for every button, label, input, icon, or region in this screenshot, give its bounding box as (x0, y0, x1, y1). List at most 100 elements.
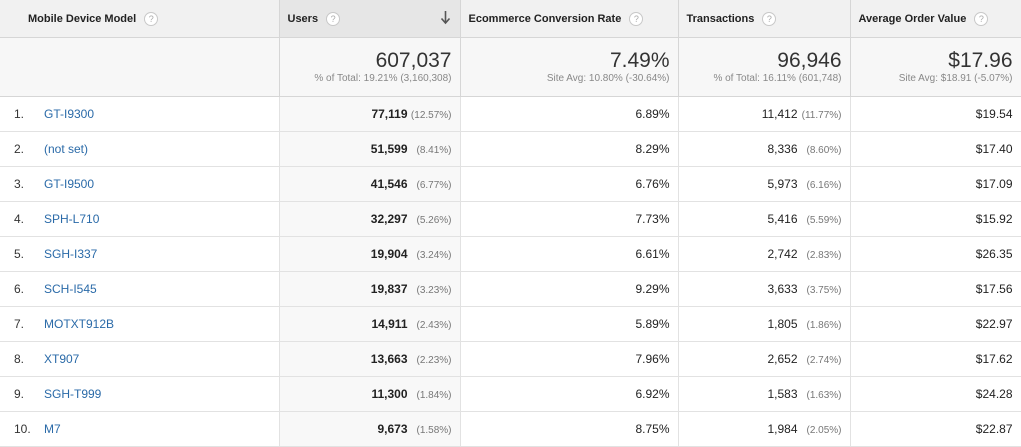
conversion-cell: 9.29% (460, 271, 679, 307)
dimension-cell: 6. SCH-I545 (0, 271, 280, 307)
transactions-percent: (1.86%) (806, 320, 842, 331)
row-index: 7. (14, 317, 25, 331)
help-icon[interactable]: ? (762, 11, 777, 26)
help-icon[interactable]: ? (144, 11, 159, 26)
conversion-value: 8.29% (635, 142, 670, 156)
device-model-link[interactable]: SCH-I545 (44, 282, 97, 296)
aov-cell: $24.28 (850, 376, 1021, 412)
column-header-label: Ecommerce Conversion Rate (468, 12, 622, 25)
aov-value: $17.62 (975, 352, 1013, 366)
aov-value: $15.92 (975, 212, 1013, 226)
help-icon[interactable]: ? (974, 11, 989, 26)
row-index: 9. (14, 387, 25, 401)
column-header-label: Mobile Device Model (28, 12, 137, 25)
conversion-value: 5.89% (635, 317, 670, 331)
dimension-cell: 2. (not set) (0, 131, 280, 167)
totals-aov-cell: $17.96 Site Avg: $18.91 (-5.07%) (850, 37, 1021, 97)
column-header-ecommerce-conversion-rate[interactable]: Ecommerce Conversion Rate? (460, 0, 679, 38)
aov-value: $24.28 (975, 387, 1013, 401)
device-model-link[interactable]: M7 (44, 422, 61, 436)
transactions-value: 5,416 (767, 212, 798, 226)
row-index: 2. (14, 142, 25, 156)
table-row: 2. (not set) 51,599 (8.41%) 8.29% 8,336 (8.60%… (0, 131, 1021, 167)
conversion-cell: 7.73% (460, 201, 679, 237)
transactions-cell: 8,336 (8.60%) (678, 131, 851, 167)
transactions-value: 1,805 (767, 317, 798, 331)
device-model-link[interactable]: SGH-T999 (44, 387, 102, 401)
totals-transactions-cell: 96,946 % of Total: 16.11% (601,748) (678, 37, 851, 97)
device-model-link[interactable]: GT-I9500 (44, 177, 95, 191)
arrow-down-icon[interactable] (440, 10, 451, 25)
dimension-cell: 8. XT907 (0, 341, 280, 377)
users-value: 9,673 (377, 422, 408, 436)
users-cell: 13,663 (2.23%) (279, 341, 461, 377)
device-model-link[interactable]: (not set) (44, 142, 89, 156)
aov-cell: $26.35 (850, 236, 1021, 272)
aov-value: $22.87 (975, 422, 1013, 436)
transactions-cell: 11,412 (11.77%) (678, 96, 851, 132)
users-value: 11,300 (371, 387, 408, 401)
transactions-cell: 5,416 (5.59%) (678, 201, 851, 237)
device-model-link[interactable]: MOTXT912B (44, 317, 115, 331)
device-model-link[interactable]: SGH-I337 (44, 247, 98, 261)
aov-cell: $17.40 (850, 131, 1021, 167)
conversion-value: 6.89% (635, 107, 670, 121)
table-row: 4. SPH-L710 32,297 (5.26%) 7.73% 5,416 (5.59%)… (0, 201, 1021, 237)
users-cell: 51,599 (8.41%) (279, 131, 461, 167)
users-percent: (2.43%) (416, 320, 452, 331)
aov-value: $17.09 (975, 177, 1013, 191)
device-model-link[interactable]: XT907 (44, 352, 80, 366)
table-row: 5. SGH-I337 19,904 (3.24%) 6.61% 2,742 (2.83%)… (0, 236, 1021, 272)
total-value: $17.96 (948, 49, 1013, 72)
users-value: 32,297 (370, 212, 408, 226)
column-header-average-order-value[interactable]: Average Order Value? (850, 0, 1021, 38)
users-cell: 14,911 (2.43%) (279, 306, 461, 342)
totals-row: 607,037 % of Total: 19.21% (3,160,308) 7… (0, 37, 1021, 97)
row-index: 1. (14, 107, 25, 121)
column-header-mobile-device-model[interactable]: Mobile Device Model? (0, 0, 280, 38)
help-icon[interactable]: ? (629, 11, 644, 26)
transactions-value: 8,336 (767, 142, 798, 156)
column-header-users[interactable]: Users? (279, 0, 461, 38)
users-percent: (1.58%) (416, 425, 452, 436)
aov-cell: $17.09 (850, 166, 1021, 202)
users-cell: 19,904 (3.24%) (279, 236, 461, 272)
users-percent: (12.57%) (410, 110, 452, 121)
aov-cell: $22.97 (850, 306, 1021, 342)
dimension-cell: 4. SPH-L710 (0, 201, 280, 237)
users-percent: (5.26%) (416, 215, 452, 226)
device-model-link[interactable]: SPH-L710 (44, 212, 100, 226)
conversion-cell: 8.75% (460, 411, 679, 447)
row-index: 4. (14, 212, 25, 226)
transactions-percent: (11.77%) (801, 110, 842, 121)
column-header-label: Average Order Value (858, 12, 967, 25)
transactions-cell: 2,652 (2.74%) (678, 341, 851, 377)
aov-value: $19.54 (975, 107, 1013, 121)
users-value: 19,904 (370, 247, 408, 261)
transactions-percent: (6.16%) (806, 180, 842, 191)
transactions-percent: (2.05%) (806, 425, 842, 436)
total-subtext: Site Avg: 10.80% (-30.64%) (546, 73, 670, 84)
aov-value: $26.35 (975, 247, 1013, 261)
dimension-cell: 7. MOTXT912B (0, 306, 280, 342)
transactions-cell: 5,973 (6.16%) (678, 166, 851, 202)
table-row: 9. SGH-T999 11,300 (1.84%) 6.92% 1,583 (1.63%)… (0, 376, 1021, 412)
transactions-percent: (5.59%) (806, 215, 842, 226)
conversion-cell: 7.96% (460, 341, 679, 377)
aov-value: $17.56 (975, 282, 1013, 296)
users-percent: (2.23%) (416, 355, 452, 366)
help-icon[interactable]: ? (326, 11, 341, 26)
column-header-transactions[interactable]: Transactions? (678, 0, 851, 38)
table-row: 7. MOTXT912B 14,911 (2.43%) 5.89% 1,805 (1.86%… (0, 306, 1021, 342)
dimension-cell: 3. GT-I9500 (0, 166, 280, 202)
aov-cell: $15.92 (850, 201, 1021, 237)
transactions-value: 2,742 (767, 247, 798, 261)
aov-cell: $17.56 (850, 271, 1021, 307)
column-header-label: Users (287, 12, 319, 25)
row-index: 6. (14, 282, 25, 296)
dimension-cell: 10. M7 (0, 411, 280, 447)
aov-value: $22.97 (975, 317, 1013, 331)
conversion-value: 8.75% (635, 422, 670, 436)
row-index: 10. (14, 422, 31, 436)
device-model-link[interactable]: GT-I9300 (44, 107, 95, 121)
